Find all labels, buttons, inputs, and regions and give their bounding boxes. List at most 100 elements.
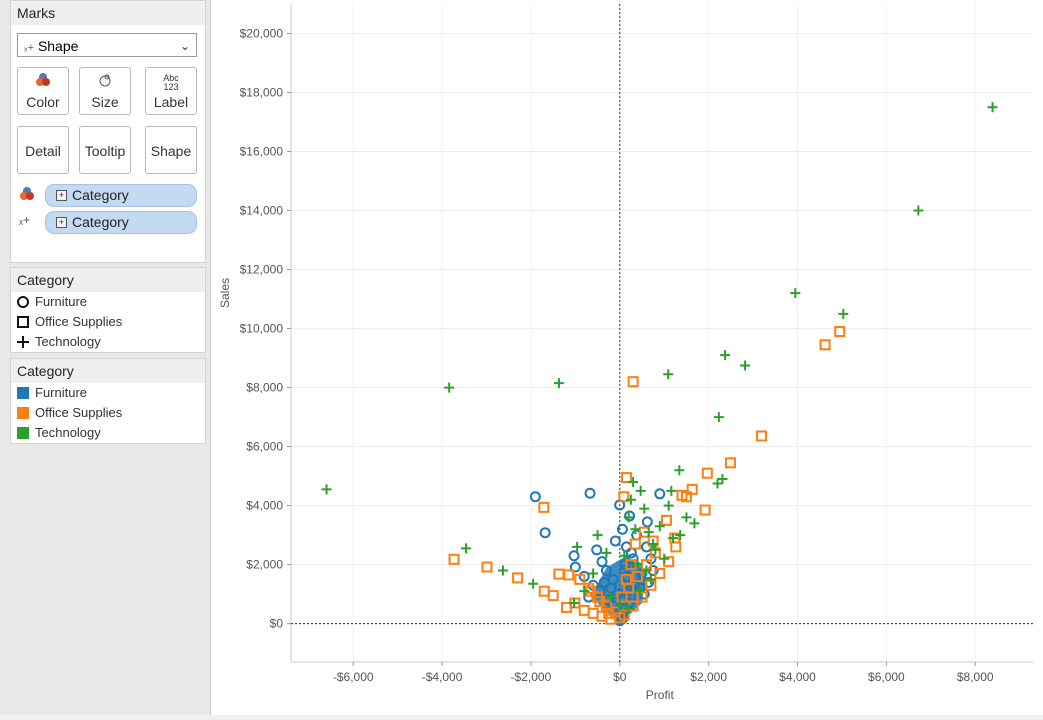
data-point-technology[interactable] bbox=[528, 578, 539, 589]
data-point-technology[interactable] bbox=[628, 477, 639, 488]
data-point-technology[interactable] bbox=[639, 503, 650, 514]
data-point-office-supplies[interactable] bbox=[563, 569, 575, 581]
data-point-office-supplies[interactable] bbox=[616, 591, 628, 603]
data-point-furniture[interactable] bbox=[620, 541, 632, 553]
data-point-technology[interactable] bbox=[643, 527, 654, 538]
data-point-office-supplies[interactable] bbox=[481, 561, 493, 573]
data-point-technology[interactable] bbox=[497, 565, 508, 576]
data-point-furniture[interactable] bbox=[539, 527, 551, 539]
data-point-technology[interactable] bbox=[625, 494, 636, 505]
data-point-technology[interactable] bbox=[321, 484, 332, 495]
data-point-office-supplies[interactable] bbox=[819, 339, 831, 351]
data-point-technology[interactable] bbox=[614, 600, 625, 611]
scatter-plot[interactable]: $0 $2,000 $4,000 $6,000 $8,000 $10,000 $12,000… bbox=[211, 0, 1043, 715]
data-point-technology[interactable] bbox=[712, 478, 723, 489]
data-point-technology[interactable] bbox=[650, 544, 661, 555]
data-point-office-supplies[interactable] bbox=[680, 491, 692, 503]
data-point-technology[interactable] bbox=[717, 474, 728, 485]
data-point-technology[interactable] bbox=[666, 485, 677, 496]
label-button[interactable]: Abc 123 Label bbox=[145, 67, 197, 115]
category-color-pill[interactable]: + Category bbox=[45, 184, 197, 207]
size-button[interactable]: Size bbox=[79, 67, 131, 115]
detail-button[interactable]: Detail bbox=[17, 126, 69, 174]
data-point-technology[interactable] bbox=[623, 603, 634, 614]
data-point-technology[interactable] bbox=[689, 518, 700, 529]
data-point-technology[interactable] bbox=[654, 521, 665, 532]
data-point-technology[interactable] bbox=[572, 541, 583, 552]
data-point-office-supplies[interactable] bbox=[587, 607, 599, 619]
data-point-office-supplies[interactable] bbox=[654, 567, 666, 579]
data-point-office-supplies[interactable] bbox=[686, 483, 698, 495]
data-point-technology[interactable] bbox=[592, 530, 603, 541]
data-point-technology[interactable] bbox=[588, 568, 599, 579]
data-point-technology[interactable] bbox=[790, 288, 801, 299]
data-point-office-supplies[interactable] bbox=[632, 570, 644, 582]
data-point-technology[interactable] bbox=[838, 308, 849, 319]
data-point-technology[interactable] bbox=[461, 543, 472, 554]
data-point-office-supplies[interactable] bbox=[578, 604, 590, 616]
data-point-technology[interactable] bbox=[675, 530, 686, 541]
data-point-technology[interactable] bbox=[623, 512, 634, 523]
data-point-technology[interactable] bbox=[913, 205, 924, 216]
data-point-technology[interactable] bbox=[659, 553, 670, 564]
data-point-technology[interactable] bbox=[579, 586, 590, 597]
category-shape-pill[interactable]: + Category bbox=[45, 211, 197, 234]
expand-icon[interactable]: + bbox=[56, 217, 67, 228]
data-point-technology[interactable] bbox=[681, 512, 692, 523]
data-point-office-supplies[interactable] bbox=[614, 612, 626, 624]
data-point-office-supplies[interactable] bbox=[448, 553, 460, 565]
tooltip-button[interactable]: Tooltip bbox=[79, 126, 131, 174]
data-point-furniture[interactable] bbox=[568, 550, 580, 562]
data-point-office-supplies[interactable] bbox=[627, 376, 639, 388]
data-point-office-supplies[interactable] bbox=[553, 568, 565, 580]
legend-item-office-supplies-color[interactable]: Office Supplies bbox=[11, 403, 205, 423]
data-point-technology[interactable] bbox=[720, 350, 731, 361]
data-point-office-supplies[interactable] bbox=[699, 504, 711, 516]
data-point-office-supplies[interactable] bbox=[670, 541, 682, 553]
color-button[interactable]: Color bbox=[17, 67, 69, 115]
data-point-technology[interactable] bbox=[663, 369, 674, 380]
data-point-technology[interactable] bbox=[444, 382, 455, 393]
data-point-furniture[interactable] bbox=[643, 576, 655, 588]
data-point-technology[interactable] bbox=[630, 524, 641, 535]
data-point-furniture[interactable] bbox=[627, 553, 639, 565]
legend-item-office-supplies-shape[interactable]: Office Supplies bbox=[11, 312, 205, 332]
data-point-technology[interactable] bbox=[645, 574, 656, 585]
data-point-furniture[interactable] bbox=[641, 516, 653, 528]
data-point-technology[interactable] bbox=[740, 360, 751, 371]
data-point-furniture[interactable] bbox=[598, 576, 610, 588]
data-point-office-supplies[interactable] bbox=[512, 572, 524, 584]
legend-item-furniture-shape[interactable]: Furniture bbox=[11, 292, 205, 312]
data-point-furniture[interactable] bbox=[584, 487, 596, 499]
shape-button[interactable]: Shape bbox=[145, 126, 197, 174]
data-point-office-supplies[interactable] bbox=[603, 607, 615, 619]
data-point-office-supplies[interactable] bbox=[618, 491, 630, 503]
data-point-office-supplies[interactable] bbox=[701, 467, 713, 479]
data-point-furniture[interactable] bbox=[616, 523, 628, 535]
legend-item-technology-shape[interactable]: Technology bbox=[11, 332, 205, 352]
data-point-office-supplies[interactable] bbox=[756, 430, 768, 442]
data-point-technology[interactable] bbox=[668, 533, 679, 544]
data-point-technology[interactable] bbox=[553, 378, 564, 389]
data-point-technology[interactable] bbox=[641, 565, 652, 576]
data-point-technology[interactable] bbox=[569, 597, 580, 608]
data-point-furniture[interactable] bbox=[654, 488, 666, 500]
data-point-office-supplies[interactable] bbox=[636, 591, 648, 603]
data-point-technology[interactable] bbox=[601, 547, 612, 558]
data-point-furniture[interactable] bbox=[529, 491, 541, 503]
data-point-technology[interactable] bbox=[632, 559, 643, 570]
expand-icon[interactable]: + bbox=[56, 190, 67, 201]
data-point-furniture[interactable] bbox=[640, 541, 652, 553]
data-point-office-supplies[interactable] bbox=[660, 514, 672, 526]
data-point-technology[interactable] bbox=[619, 550, 630, 561]
data-point-office-supplies[interactable] bbox=[834, 326, 846, 338]
mark-type-dropdown[interactable]: ₓ+ Shape ⌄ bbox=[17, 33, 197, 57]
data-point-technology[interactable] bbox=[648, 538, 659, 549]
data-point-office-supplies[interactable] bbox=[724, 457, 736, 469]
data-point-furniture[interactable] bbox=[569, 561, 581, 573]
data-point-technology[interactable] bbox=[674, 465, 685, 476]
data-point-office-supplies[interactable] bbox=[594, 596, 606, 608]
data-point-office-supplies[interactable] bbox=[620, 472, 632, 484]
data-point-office-supplies[interactable] bbox=[538, 585, 550, 597]
data-point-office-supplies[interactable] bbox=[538, 501, 550, 513]
